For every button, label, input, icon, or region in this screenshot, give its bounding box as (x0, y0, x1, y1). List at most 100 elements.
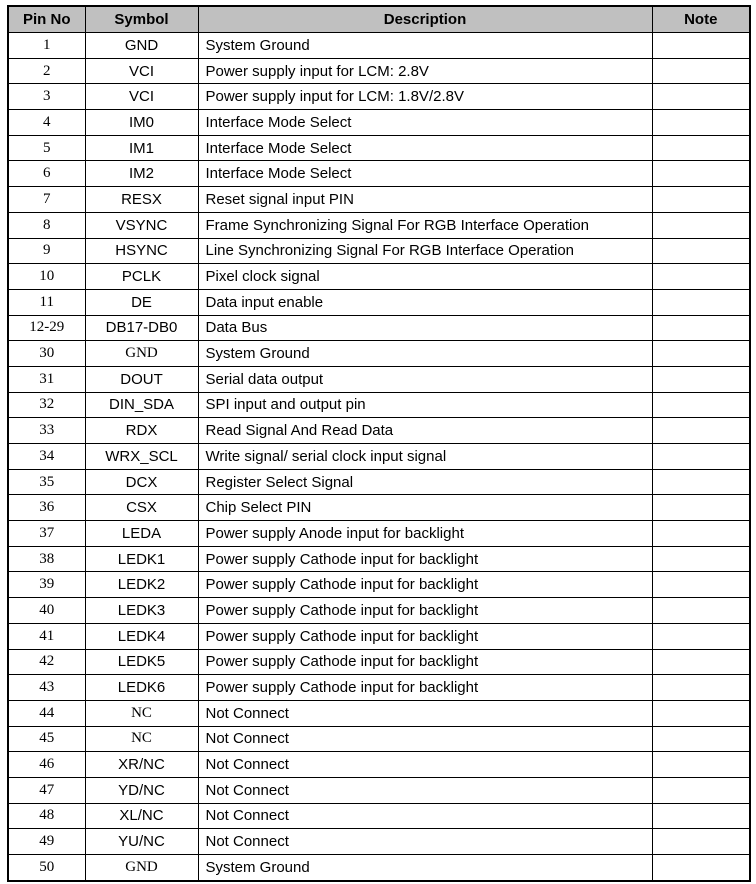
note-cell (651, 32, 751, 59)
symbol-cell: YD/NC (84, 776, 199, 804)
pin-cell: 42 (7, 648, 86, 676)
table-row: 5 IM1 Interface Mode Select (7, 134, 751, 162)
symbol-cell: XL/NC (84, 802, 199, 830)
table-row: 46 XR/NC Not Connect (7, 751, 751, 778)
note-cell (651, 853, 751, 882)
header-pin-no: Pin No (7, 5, 86, 33)
symbol-cell: HSYNC (84, 237, 199, 265)
table-row: 35 DCX Register Select Signal (7, 468, 751, 496)
pin-cell: 2 (7, 57, 86, 85)
description-cell: Not Connect (197, 725, 653, 753)
pin-cell: 8 (7, 211, 86, 239)
pin-cell: 44 (7, 699, 86, 727)
header-note: Note (651, 5, 751, 33)
pin-cell: 50 (7, 853, 86, 882)
note-cell (651, 520, 751, 547)
description-cell: Not Connect (197, 751, 653, 778)
symbol-cell: LEDK4 (84, 622, 199, 650)
pin-cell: 45 (7, 725, 86, 753)
pin-cell: 49 (7, 828, 86, 855)
symbol-cell: DOUT (84, 365, 199, 393)
description-cell: Power supply Cathode input for backlight (197, 622, 653, 650)
note-cell (651, 725, 751, 753)
note-cell (651, 468, 751, 496)
symbol-cell: DE (84, 288, 199, 316)
description-cell: Interface Mode Select (197, 160, 653, 188)
description-cell: Frame Synchronizing Signal For RGB Inter… (197, 211, 653, 239)
description-cell: Line Synchronizing Signal For RGB Interf… (197, 237, 653, 265)
pin-cell: 10 (7, 263, 86, 290)
description-cell: Power supply Cathode input for backlight (197, 674, 653, 701)
description-cell: Register Select Signal (197, 468, 653, 496)
note-cell (651, 776, 751, 804)
note-cell (651, 648, 751, 676)
table-row: 9 HSYNC Line Synchronizing Signal For RGB … (7, 237, 751, 265)
symbol-cell: NC (84, 699, 199, 727)
symbol-cell: LEDK3 (84, 597, 199, 624)
note-cell (651, 494, 751, 522)
note-cell (651, 186, 751, 213)
table-row: 7 RESX Reset signal input PIN (7, 186, 751, 213)
pin-cell: 41 (7, 622, 86, 650)
description-cell: Power supply Cathode input for backlight (197, 545, 653, 573)
table-row: 30 GND System Ground (7, 340, 751, 367)
note-cell (651, 828, 751, 855)
table-header: Pin No Symbol Description Note (7, 5, 751, 33)
pin-cell: 35 (7, 468, 86, 496)
symbol-cell: DCX (84, 468, 199, 496)
table-row: 45 NC Not Connect (7, 725, 751, 753)
symbol-cell: LEDK1 (84, 545, 199, 573)
note-cell (651, 83, 751, 111)
header-row: Pin No Symbol Description Note (7, 5, 751, 33)
note-cell (651, 314, 751, 342)
table-row: 44 NC Not Connect (7, 699, 751, 727)
symbol-cell: WRX_SCL (84, 443, 199, 470)
table-row: 36 CSX Chip Select PIN (7, 494, 751, 522)
symbol-cell: YU/NC (84, 828, 199, 855)
symbol-cell: DIN_SDA (84, 391, 199, 419)
note-cell (651, 365, 751, 393)
description-cell: Not Connect (197, 828, 653, 855)
description-cell: System Ground (197, 853, 653, 882)
pin-cell: 1 (7, 32, 86, 59)
table-row: 39 LEDK2 Power supply Cathode input for ba… (7, 571, 751, 599)
symbol-cell: NC (84, 725, 199, 753)
symbol-cell: XR/NC (84, 751, 199, 778)
pin-cell: 4 (7, 109, 86, 136)
note-cell (651, 263, 751, 290)
table-row: 41 LEDK4 Power supply Cathode input for ba… (7, 622, 751, 650)
symbol-cell: DB17-DB0 (84, 314, 199, 342)
description-cell: Serial data output (197, 365, 653, 393)
note-cell (651, 160, 751, 188)
description-cell: Read Signal And Read Data (197, 417, 653, 444)
symbol-cell: VCI (84, 83, 199, 111)
symbol-cell: PCLK (84, 263, 199, 290)
pin-cell: 6 (7, 160, 86, 188)
symbol-cell: GND (84, 32, 199, 59)
description-cell: Power supply Cathode input for backlight (197, 597, 653, 624)
pin-cell: 37 (7, 520, 86, 547)
table-row: 8 VSYNC Frame Synchronizing Signal For RGB… (7, 211, 751, 239)
description-cell: Power supply Anode input for backlight (197, 520, 653, 547)
symbol-cell: RDX (84, 417, 199, 444)
note-cell (651, 237, 751, 265)
header-symbol: Symbol (84, 5, 199, 33)
description-cell: SPI input and output pin (197, 391, 653, 419)
pin-cell: 3 (7, 83, 86, 111)
pin-cell: 7 (7, 186, 86, 213)
description-cell: System Ground (197, 340, 653, 367)
pin-cell: 30 (7, 340, 86, 367)
note-cell (651, 674, 751, 701)
table-row: 3 VCI Power supply input for LCM: 1.8V/2.8… (7, 83, 751, 111)
pin-cell: 47 (7, 776, 86, 804)
pin-cell: 12-29 (7, 314, 86, 342)
description-cell: Not Connect (197, 802, 653, 830)
pin-cell: 5 (7, 134, 86, 162)
table-row: 37 LEDA Power supply Anode input for backl… (7, 520, 751, 547)
table-row: 34 WRX_SCL Write signal/ serial clock inpu… (7, 443, 751, 470)
table-row: 38 LEDK1 Power supply Cathode input for ba… (7, 545, 751, 573)
note-cell (651, 802, 751, 830)
table-row: 11 DE Data input enable (7, 288, 751, 316)
note-cell (651, 134, 751, 162)
note-cell (651, 443, 751, 470)
